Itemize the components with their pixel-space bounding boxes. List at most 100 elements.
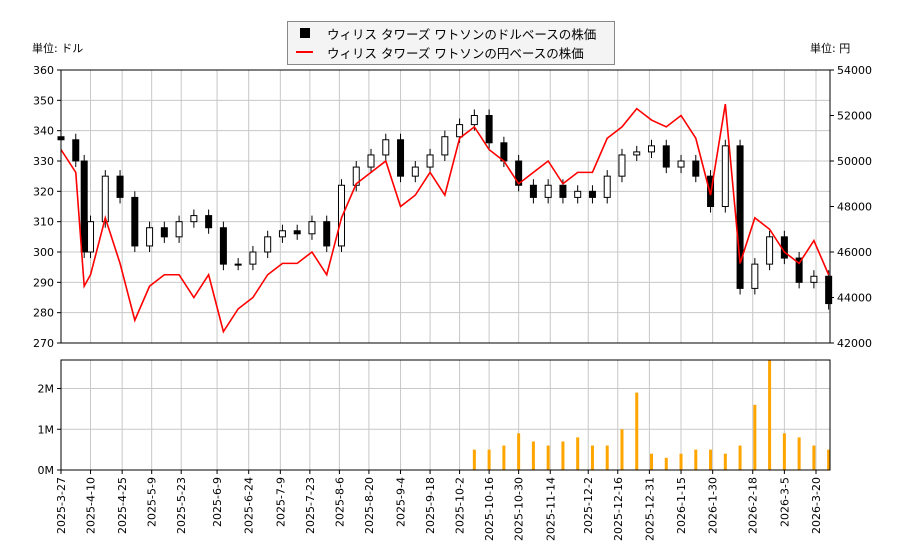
legend-jpy-swatch — [296, 51, 313, 53]
volume-bar — [561, 441, 565, 470]
x-tick-label: 2025-3-27 — [55, 477, 68, 534]
x-tick-label: 2025-7-23 — [304, 477, 317, 534]
y-tick-label-right: 52000 — [837, 110, 872, 123]
candle-body — [190, 215, 198, 223]
candle-body — [766, 236, 774, 265]
volume-bar — [635, 392, 639, 470]
volume-bar — [738, 445, 742, 470]
candle-body — [662, 145, 670, 168]
candle-body — [205, 215, 213, 229]
candle-body — [219, 227, 227, 265]
jpy-price-line — [60, 103, 830, 334]
volume-bar — [650, 453, 654, 470]
volume-bar — [576, 437, 580, 470]
candle-body — [795, 257, 803, 283]
candle-body — [382, 139, 390, 156]
x-tick-label: 2026-3-5 — [778, 477, 791, 527]
candle-body — [500, 142, 508, 162]
y-tick-label-right: 50000 — [837, 155, 872, 168]
x-tick-label: 2026-2-18 — [747, 477, 760, 534]
candle-body — [441, 136, 449, 156]
volume-bar — [531, 441, 535, 470]
y-tick-label-right: 54000 — [837, 64, 872, 77]
candle-body — [426, 154, 434, 168]
y-tick-label-left: 270 — [33, 337, 54, 350]
x-tick-label: 2026-1-30 — [707, 477, 720, 534]
volume-bar — [679, 453, 683, 470]
y-tick-label-right: 46000 — [837, 246, 872, 259]
x-tick-label: 2025-4-25 — [116, 477, 129, 534]
legend-usd-label: ウィリス タワーズ ワトソンのドルベースの株価 — [327, 26, 597, 42]
y-tick-label-left: 280 — [33, 307, 54, 320]
candle-body — [677, 160, 685, 168]
candle-body — [264, 236, 272, 253]
legend-jpy: ウィリス タワーズ ワトソンの円ベースの株価 — [296, 43, 584, 61]
y-tick-label-right: 44000 — [837, 292, 872, 305]
volume-bar — [753, 404, 757, 470]
candle-body — [633, 151, 641, 156]
candle-body — [234, 263, 242, 266]
volume-bar — [797, 437, 801, 470]
volume-bar — [605, 445, 609, 470]
x-tick-label: 2025-5-9 — [146, 477, 159, 527]
candle-body — [146, 227, 154, 247]
candle-body — [574, 190, 582, 198]
volume-bar — [768, 360, 772, 470]
candle-body — [72, 139, 80, 162]
x-tick-label: 2025-7-9 — [274, 477, 287, 527]
x-tick-label: 2025-10-30 — [513, 477, 526, 541]
x-tick-label: 2025-8-6 — [333, 477, 346, 527]
candle-body — [736, 145, 744, 289]
candle-body — [456, 124, 464, 138]
price-plot-frame — [60, 69, 831, 344]
candle-body — [588, 190, 596, 198]
y-tick-label-left: 330 — [33, 155, 54, 168]
candle-body — [529, 184, 537, 198]
x-tick-label: 2025-12-31 — [643, 477, 656, 541]
candle-body — [485, 115, 493, 144]
legend-jpy-label: ウィリス タワーズ ワトソンの円ベースの株価 — [327, 45, 584, 61]
right-unit-label: 単位: 円 — [810, 42, 851, 55]
candle-body — [544, 184, 552, 198]
candle-body — [559, 184, 567, 198]
candle-body — [293, 230, 301, 235]
x-tick-label: 2026-3-20 — [810, 477, 823, 534]
x-tick-label: 2025-6-9 — [211, 477, 224, 527]
y-tick-label-right: 48000 — [837, 201, 872, 214]
candle-body — [692, 160, 700, 177]
volume-bar — [517, 433, 521, 470]
volume-bar — [812, 445, 816, 470]
candle-body — [160, 227, 168, 238]
candle-body — [175, 221, 183, 238]
candle-body — [249, 251, 257, 265]
x-tick-label: 2026-1-15 — [675, 477, 688, 534]
y-tick-label-left: 310 — [33, 216, 54, 229]
y-tick-label-left: 360 — [33, 64, 54, 77]
volume-y-tick-label: 2M — [38, 383, 55, 396]
candle-body — [603, 175, 611, 198]
volume-y-tick-label: 1M — [38, 423, 55, 436]
x-tick-label: 2025-10-16 — [483, 477, 496, 541]
candle-body — [80, 160, 88, 253]
candle-body — [515, 160, 523, 186]
left-unit-label: 単位: ドル — [32, 42, 84, 55]
candle-body — [751, 263, 759, 289]
candle-body — [721, 145, 729, 207]
volume-bar — [694, 449, 698, 470]
candle-body — [397, 139, 405, 177]
candle-body — [367, 154, 375, 168]
candle-body — [278, 230, 286, 238]
x-tick-label: 2025-10-2 — [454, 477, 467, 534]
x-tick-label: 2025-11-14 — [544, 477, 557, 541]
x-tick-label: 2025-12-16 — [612, 477, 625, 541]
volume-bar — [723, 453, 727, 470]
volume-bar — [782, 433, 786, 470]
volume-bar — [487, 449, 491, 470]
candle-body — [470, 115, 478, 126]
volume-bar — [546, 445, 550, 470]
x-tick-label: 2025-6-24 — [243, 477, 256, 534]
candle-body — [116, 175, 124, 198]
volume-bar — [590, 445, 594, 470]
